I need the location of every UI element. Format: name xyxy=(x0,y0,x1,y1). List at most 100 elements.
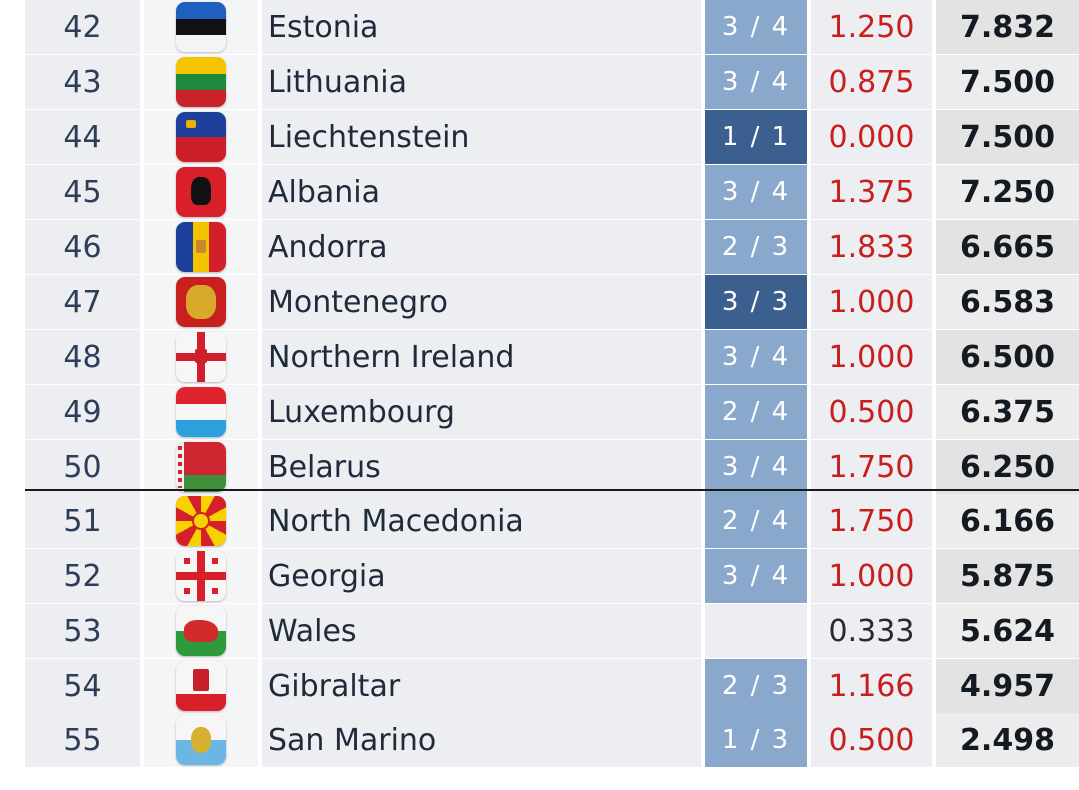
rank-cell: 44 xyxy=(25,110,140,164)
country-name: Albania xyxy=(262,165,701,219)
total-cell: 2.498 xyxy=(936,713,1079,767)
coefficient-cell: 1.000 xyxy=(811,549,932,603)
table-divider-line xyxy=(25,489,1079,491)
flag-cell xyxy=(144,0,258,54)
flag-cell xyxy=(144,494,258,548)
coefficient-cell: 1.750 xyxy=(811,494,932,548)
table-row: 43 Lithuania 3 / 4 0.875 7.500 xyxy=(25,55,1079,109)
country-name: Wales xyxy=(262,604,701,658)
country-name: Belarus xyxy=(262,440,701,494)
total-cell: 4.957 xyxy=(936,659,1079,713)
table-row: 50 Belarus 3 / 4 1.750 6.250 xyxy=(25,440,1079,494)
rank-cell: 50 xyxy=(25,440,140,494)
coefficient-cell: 1.000 xyxy=(811,330,932,384)
coefficient-cell: 1.250 xyxy=(811,0,932,54)
north-macedonia-flag-icon xyxy=(176,496,226,546)
ratio-cell: 2 / 4 xyxy=(705,385,807,439)
ratio-cell: 1 / 1 xyxy=(705,110,807,164)
table-row: 45 Albania 3 / 4 1.375 7.250 xyxy=(25,165,1079,219)
flag-cell xyxy=(144,55,258,109)
total-cell: 5.624 xyxy=(936,604,1079,658)
gibraltar-flag-icon xyxy=(176,661,226,711)
table-row: 46 Andorra 2 / 3 1.833 6.665 xyxy=(25,220,1079,274)
coefficient-cell: 1.166 xyxy=(811,659,932,713)
ratio-cell: 3 / 4 xyxy=(705,165,807,219)
rank-cell: 48 xyxy=(25,330,140,384)
belarus-flag-icon xyxy=(176,442,226,492)
country-name: Georgia xyxy=(262,549,701,603)
flag-cell xyxy=(144,549,258,603)
coefficient-cell: 0.875 xyxy=(811,55,932,109)
total-cell: 7.832 xyxy=(936,0,1079,54)
flag-cell xyxy=(144,713,258,767)
ratio-cell: 1 / 3 xyxy=(705,713,807,767)
country-name: Andorra xyxy=(262,220,701,274)
estonia-flag-icon xyxy=(176,2,226,52)
ratio-cell: 2 / 3 xyxy=(705,659,807,713)
total-cell: 7.500 xyxy=(936,55,1079,109)
flag-cell xyxy=(144,385,258,439)
flag-cell xyxy=(144,604,258,658)
rank-cell: 43 xyxy=(25,55,140,109)
luxembourg-flag-icon xyxy=(176,387,226,437)
coefficient-cell: 1.750 xyxy=(811,440,932,494)
rank-cell: 55 xyxy=(25,713,140,767)
ratio-cell: 3 / 4 xyxy=(705,440,807,494)
total-cell: 6.375 xyxy=(936,385,1079,439)
ratio-cell: 2 / 4 xyxy=(705,494,807,548)
ratio-cell: 3 / 4 xyxy=(705,55,807,109)
flag-cell xyxy=(144,165,258,219)
flag-cell xyxy=(144,330,258,384)
georgia-flag-icon xyxy=(176,551,226,601)
total-cell: 6.583 xyxy=(936,275,1079,329)
table-row: 48 Northern Ireland 3 / 4 1.000 6.500 xyxy=(25,330,1079,384)
ratio-cell: 3 / 4 xyxy=(705,549,807,603)
rank-cell: 47 xyxy=(25,275,140,329)
albania-flag-icon xyxy=(176,167,226,217)
total-cell: 7.250 xyxy=(936,165,1079,219)
table-row: 52 Georgia 3 / 4 1.000 5.875 xyxy=(25,549,1079,603)
country-name: Estonia xyxy=(262,0,701,54)
total-cell: 6.250 xyxy=(936,440,1079,494)
country-name: North Macedonia xyxy=(262,494,701,548)
rank-cell: 51 xyxy=(25,494,140,548)
rank-cell: 53 xyxy=(25,604,140,658)
total-cell: 6.166 xyxy=(936,494,1079,548)
lithuania-flag-icon xyxy=(176,57,226,107)
coefficient-cell: 1.833 xyxy=(811,220,932,274)
rank-cell: 49 xyxy=(25,385,140,439)
rank-cell: 54 xyxy=(25,659,140,713)
flag-cell xyxy=(144,220,258,274)
table-row: 49 Luxembourg 2 / 4 0.500 6.375 xyxy=(25,385,1079,439)
table-row: 54 Gibraltar 2 / 3 1.166 4.957 xyxy=(25,659,1079,713)
total-cell: 6.500 xyxy=(936,330,1079,384)
ratio-cell: 3 / 4 xyxy=(705,330,807,384)
flag-cell xyxy=(144,659,258,713)
rank-cell: 52 xyxy=(25,549,140,603)
flag-cell xyxy=(144,275,258,329)
country-name: Montenegro xyxy=(262,275,701,329)
table-row: 51 North Macedonia 2 / 4 1.750 6.166 xyxy=(25,494,1079,548)
ratio-cell: 2 / 3 xyxy=(705,220,807,274)
coefficient-cell: 0.500 xyxy=(811,385,932,439)
wales-flag-icon xyxy=(176,606,226,656)
andorra-flag-icon xyxy=(176,222,226,272)
coefficient-cell: 0.500 xyxy=(811,713,932,767)
total-cell: 6.665 xyxy=(936,220,1079,274)
ratio-cell: 3 / 3 xyxy=(705,275,807,329)
rank-cell: 46 xyxy=(25,220,140,274)
country-name: San Marino xyxy=(262,713,701,767)
coefficient-cell: 1.375 xyxy=(811,165,932,219)
table-row: 47 Montenegro 3 / 3 1.000 6.583 xyxy=(25,275,1079,329)
ratio-cell: 3 / 4 xyxy=(705,0,807,54)
country-name: Lithuania xyxy=(262,55,701,109)
flag-cell xyxy=(144,440,258,494)
table-row: 44 Liechtenstein 1 / 1 0.000 7.500 xyxy=(25,110,1079,164)
coefficient-cell: 1.000 xyxy=(811,275,932,329)
total-cell: 5.875 xyxy=(936,549,1079,603)
coefficient-cell: 0.333 xyxy=(811,604,932,658)
ratio-cell xyxy=(705,604,807,658)
flag-cell xyxy=(144,110,258,164)
coefficient-cell: 0.000 xyxy=(811,110,932,164)
montenegro-flag-icon xyxy=(176,277,226,327)
